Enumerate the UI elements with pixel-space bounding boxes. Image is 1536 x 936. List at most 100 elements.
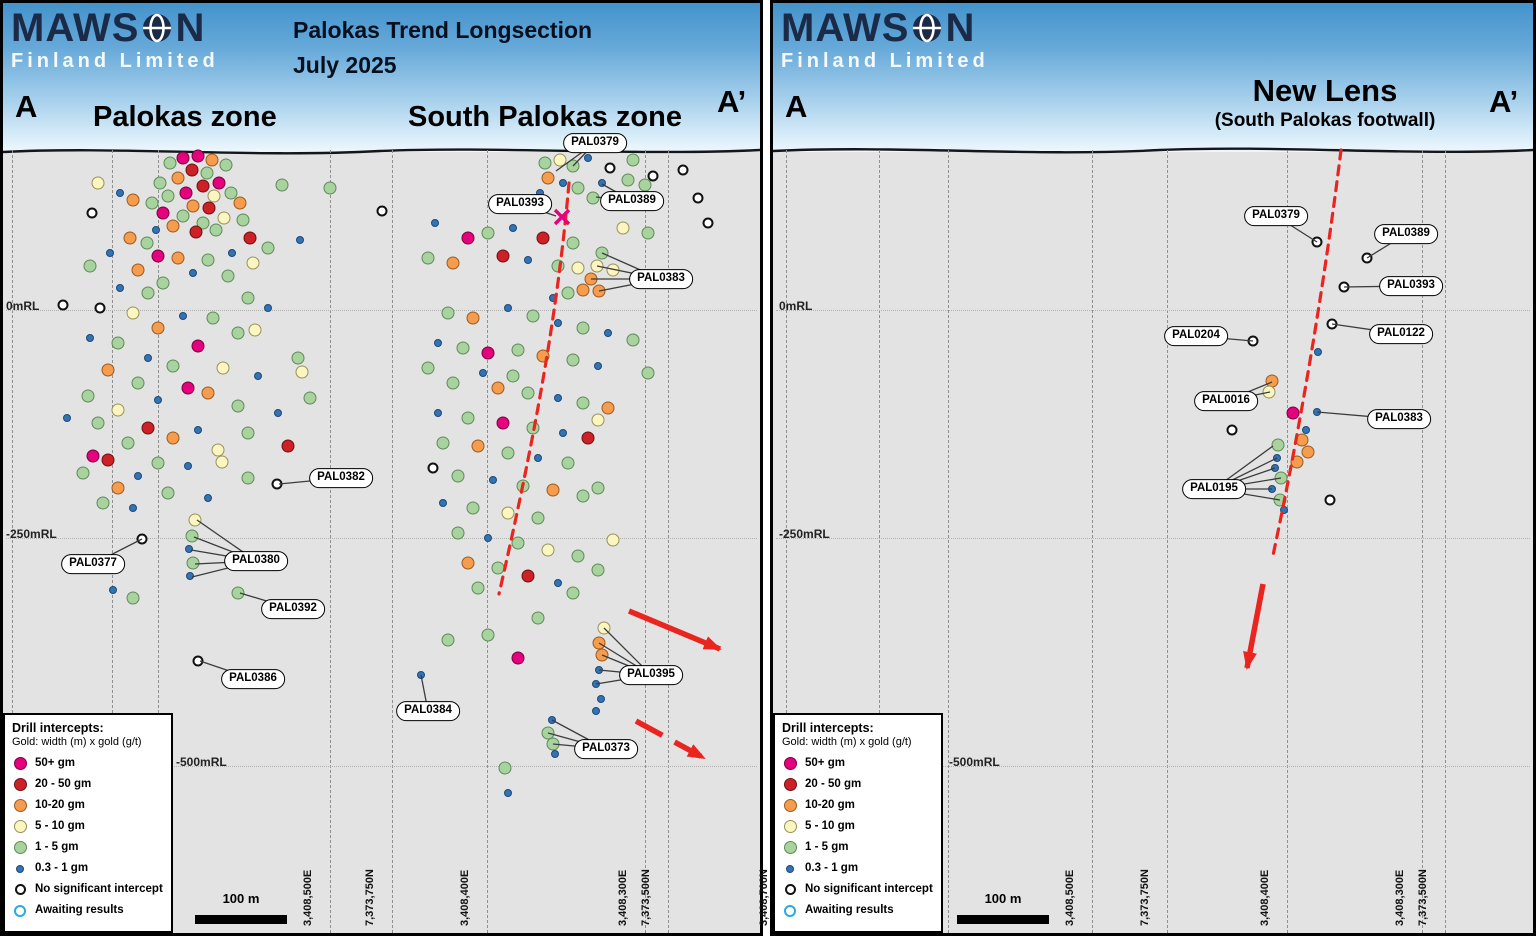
drill-intercept-dot bbox=[188, 513, 202, 527]
drillhole-label: PAL0395 bbox=[619, 665, 683, 685]
drill-intercept-dot bbox=[212, 176, 226, 190]
legend-item: 5 - 10 gm bbox=[12, 816, 164, 837]
drillhole-label: PAL0389 bbox=[1374, 224, 1438, 244]
legend-icon-cell bbox=[12, 904, 28, 917]
drill-intercept-dot bbox=[176, 151, 190, 165]
drill-intercept-dot bbox=[281, 439, 295, 453]
drill-intercept-dot bbox=[536, 231, 550, 245]
zone-label-palokas: Palokas zone bbox=[93, 101, 277, 133]
drill-intercept-dot bbox=[156, 206, 170, 220]
legend-icon-cell bbox=[12, 778, 28, 791]
drill-intercept-dot bbox=[1326, 318, 1338, 330]
drill-intercept-dot bbox=[554, 319, 562, 327]
legend-item: 10-20 gm bbox=[782, 795, 934, 816]
intercept-grade-icon bbox=[786, 864, 794, 873]
grid-coordinate-label: 3,408,300E bbox=[617, 869, 629, 926]
drill-intercept-dot bbox=[417, 671, 425, 679]
drill-intercept-dot bbox=[231, 399, 245, 413]
logo-wordmark: MAWS N bbox=[781, 8, 989, 48]
grid-line bbox=[330, 150, 331, 933]
drillhole-label: PAL0383 bbox=[1367, 409, 1431, 429]
drill-intercept-dot bbox=[546, 737, 560, 751]
drill-intercept-dot bbox=[86, 334, 94, 342]
legend-icon-cell bbox=[12, 864, 28, 873]
drill-intercept-dot bbox=[566, 236, 580, 250]
drill-intercept-dot bbox=[541, 171, 555, 185]
drill-intercept-dot bbox=[209, 223, 223, 237]
legend-icon-cell bbox=[12, 799, 28, 812]
legend-item: 20 - 50 gm bbox=[782, 774, 934, 795]
drill-intercept-dot bbox=[1273, 454, 1281, 462]
legend-item-label: 20 - 50 gm bbox=[805, 777, 862, 790]
drill-intercept-dot bbox=[205, 153, 219, 167]
drill-intercept-dot bbox=[156, 276, 170, 290]
drill-intercept-dot bbox=[1273, 493, 1287, 507]
legend-icon-cell bbox=[782, 820, 798, 833]
drillhole-label: PAL0373 bbox=[574, 739, 638, 759]
legend-item-label: Awaiting results bbox=[805, 903, 894, 916]
zone-label-south-palokas: South Palokas zone bbox=[408, 101, 682, 133]
drill-intercept-dot bbox=[243, 231, 257, 245]
legend-item-label: Awaiting results bbox=[35, 903, 124, 916]
drill-intercept-dot bbox=[536, 349, 550, 363]
drill-intercept-dot bbox=[248, 323, 262, 337]
drill-intercept-dot bbox=[303, 391, 317, 405]
legend-item: 0.3 - 1 gm bbox=[12, 858, 164, 879]
drill-intercept-dot bbox=[123, 231, 137, 245]
drill-intercept-dot bbox=[376, 205, 388, 217]
drill-intercept-dot bbox=[561, 286, 575, 300]
elevation-grid-line bbox=[6, 766, 757, 767]
no-intercept-icon bbox=[784, 884, 796, 895]
drill-intercept-dot bbox=[471, 439, 485, 453]
drill-intercept-dot bbox=[1311, 236, 1323, 248]
drill-intercept-dot bbox=[219, 158, 233, 172]
drill-intercept-dot bbox=[592, 680, 600, 688]
drill-intercept-dot bbox=[1271, 438, 1285, 452]
drill-intercept-dot bbox=[241, 471, 255, 485]
drill-intercept-dot bbox=[591, 481, 605, 495]
drill-intercept-dot bbox=[471, 581, 485, 595]
legend-icon-cell bbox=[782, 778, 798, 791]
drill-intercept-dot bbox=[166, 219, 180, 233]
grid-line bbox=[1092, 150, 1093, 933]
figure-title-line2: July 2025 bbox=[293, 51, 397, 78]
drill-intercept-dot bbox=[677, 164, 689, 176]
mawson-logo: MAWS N Finland Limited bbox=[781, 8, 989, 71]
logo-subtext: Finland Limited bbox=[11, 50, 219, 72]
drill-intercept-dot bbox=[571, 549, 585, 563]
drill-intercept-dot bbox=[151, 321, 165, 335]
drill-intercept-dot bbox=[546, 483, 560, 497]
drill-intercept-dot bbox=[236, 213, 250, 227]
legend-item-label: 1 - 5 gm bbox=[35, 840, 79, 853]
scale-bar bbox=[195, 915, 287, 924]
legend-item-label: 10-20 gm bbox=[35, 798, 85, 811]
drill-intercept-dot bbox=[446, 376, 460, 390]
drill-intercept-dot bbox=[461, 411, 475, 425]
legend-item-label: 50+ gm bbox=[35, 756, 75, 769]
drill-intercept-dot bbox=[481, 628, 495, 642]
drill-intercept-dot bbox=[181, 381, 195, 395]
drill-intercept-dot bbox=[111, 403, 125, 417]
drill-intercept-dot bbox=[592, 707, 600, 715]
drillhole-label: PAL0386 bbox=[221, 669, 285, 689]
drill-intercept-dot bbox=[566, 353, 580, 367]
drill-intercept-dot bbox=[81, 389, 95, 403]
drill-intercept-dot bbox=[171, 251, 185, 265]
intercept-grade-icon bbox=[13, 820, 27, 833]
drill-intercept-dot bbox=[591, 563, 605, 577]
drill-intercept-dot bbox=[121, 436, 135, 450]
grid-line bbox=[158, 150, 159, 933]
drill-intercept-dot bbox=[1268, 485, 1276, 493]
grid-coordinate-label: 3,408,700N bbox=[758, 869, 770, 926]
drill-intercept-dot bbox=[571, 181, 585, 195]
drill-intercept-dot bbox=[185, 529, 199, 543]
drill-intercept-dot bbox=[431, 219, 439, 227]
drill-intercept-dot bbox=[185, 545, 193, 553]
drill-intercept-dot bbox=[126, 591, 140, 605]
drill-intercept-dot bbox=[531, 511, 545, 525]
drill-intercept-dot bbox=[559, 179, 567, 187]
section-marker-a-prime: A’ bbox=[717, 84, 747, 119]
drill-intercept-dot bbox=[76, 466, 90, 480]
elevation-label: -500mRL bbox=[176, 755, 227, 769]
